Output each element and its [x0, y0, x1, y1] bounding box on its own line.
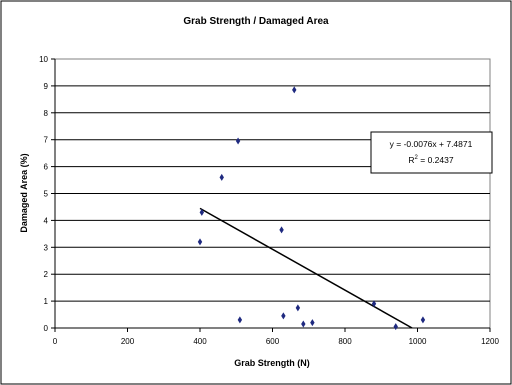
y-tick-label: 0: [44, 324, 49, 333]
y-tick-label: 5: [44, 190, 49, 199]
y-axis-label: Damaged Area (%): [19, 153, 29, 232]
x-tick-label: 600: [266, 337, 280, 346]
r-squared-value: = 0.2437: [418, 155, 454, 165]
data-point: [295, 304, 301, 312]
data-point: [279, 226, 284, 234]
equation-box-frame: [370, 131, 493, 174]
x-tick-label: 400: [193, 337, 207, 346]
y-tick-label: 1: [44, 297, 49, 306]
y-tick-label: 6: [44, 163, 49, 172]
data-points: [197, 86, 426, 331]
y-tick-label: 3: [44, 243, 49, 252]
y-tick-label: 10: [39, 55, 48, 64]
data-point: [393, 323, 398, 331]
x-tick-label: 0: [53, 337, 58, 346]
data-point: [199, 208, 205, 216]
data-point: [237, 316, 243, 324]
data-point: [371, 300, 377, 308]
x-tick-label: 1200: [481, 337, 499, 346]
r-squared-text: R2 = 0.2437: [408, 155, 453, 165]
y-tick-label: 4: [44, 216, 49, 225]
data-point: [292, 86, 297, 94]
r-squared-prefix: R: [408, 155, 414, 165]
data-point: [235, 137, 241, 145]
equation-box: y = -0.0076x + 7.4871 R2 = 0.2437: [370, 131, 493, 174]
x-tick-label: 1000: [409, 337, 427, 346]
trendline-group: [199, 207, 413, 329]
x-axis-label: Grab Strength (N): [234, 358, 310, 368]
x-axis-ticks: 0 200 400 600 800 1000 1200: [53, 327, 499, 346]
data-point: [301, 320, 306, 328]
y-tick-label: 7: [44, 136, 49, 145]
gridlines: [55, 85, 490, 302]
x-tick-label: 800: [338, 337, 352, 346]
y-tick-label: 8: [44, 109, 49, 118]
y-axis-ticks: 0 1 2 3 4 5 6 7 8 9 10: [39, 55, 56, 333]
trendline: [199, 207, 413, 329]
r-squared-sup: 2: [415, 155, 419, 161]
data-point: [281, 312, 286, 320]
data-point: [420, 316, 426, 324]
data-point: [310, 319, 315, 327]
equation-text: y = -0.0076x + 7.4871: [390, 139, 473, 149]
data-point: [219, 173, 224, 181]
y-tick-label: 2: [44, 270, 49, 279]
y-tick-label: 9: [44, 82, 49, 91]
chart-title: Grab Strength / Damaged Area: [183, 16, 329, 27]
x-tick-label: 200: [121, 337, 135, 346]
data-point: [197, 238, 203, 246]
